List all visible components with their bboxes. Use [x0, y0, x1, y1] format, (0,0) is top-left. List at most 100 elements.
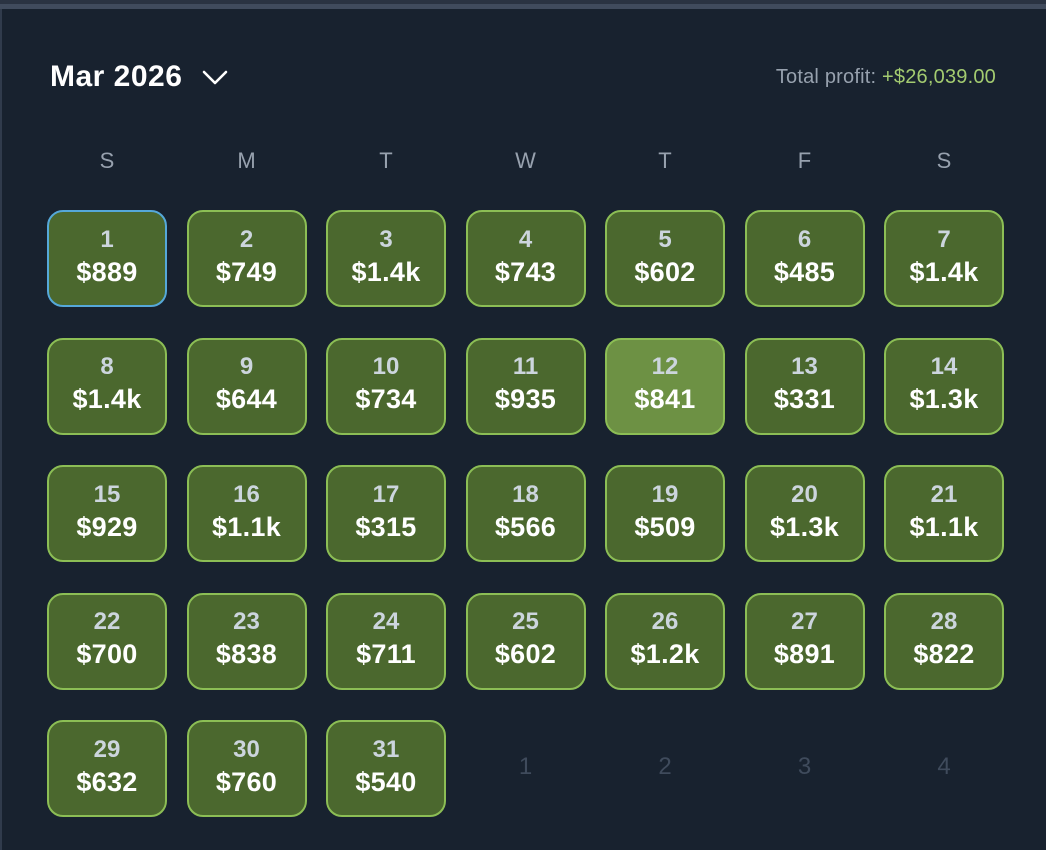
day-number: 1: [518, 752, 533, 780]
day-number: 8: [100, 353, 114, 380]
day-number: 16: [233, 480, 260, 508]
day-profit-value: $1.3k: [909, 384, 979, 414]
day-profit-value: $935: [494, 384, 557, 414]
day-cell[interactable]: 6 $485: [744, 210, 865, 307]
total-profit: Total profit: +$26,039.00: [776, 66, 996, 89]
day-profit-value: $711: [356, 639, 416, 669]
day-profit-value: $1.2k: [630, 639, 700, 669]
day-profit-value: $1.3k: [769, 511, 840, 542]
day-cell[interactable]: 23 $838: [186, 592, 307, 690]
day-profit-value: $760: [215, 766, 278, 797]
day-cell[interactable]: 16 $1.1k: [186, 465, 307, 562]
day-number: 9: [239, 353, 254, 380]
day-cell[interactable]: 1 $889: [47, 210, 167, 307]
day-cell[interactable]: 24 $711: [326, 592, 446, 690]
day-profit-value: $632: [76, 766, 138, 797]
day-profit-value: $1.4k: [72, 384, 142, 414]
day-number: 3: [379, 225, 393, 253]
day-cell[interactable]: 19 $509: [605, 465, 725, 562]
month-label: Mar 2026: [50, 60, 183, 93]
day-profit-value: $1.1k: [909, 511, 979, 542]
day-number: 14: [930, 353, 958, 380]
day-profit-value: $331: [773, 384, 836, 414]
weekday-label: T: [658, 148, 672, 173]
chevron-down-icon: [203, 70, 228, 84]
day-profit-value: $929: [76, 511, 138, 542]
day-cell[interactable]: 10 $734: [326, 337, 446, 435]
day-number: 24: [372, 608, 400, 635]
day-profit-value: $509: [634, 511, 696, 542]
weekday-label: W: [515, 148, 536, 173]
day-profit-value: $749: [215, 256, 278, 287]
day-cell[interactable]: 15 $929: [47, 465, 167, 562]
day-profit-value: $315: [355, 511, 417, 542]
day-cell[interactable]: 13 $331: [744, 337, 865, 435]
day-cell[interactable]: 9 $644: [186, 337, 307, 435]
day-cell[interactable]: 8 $1.4k: [47, 337, 167, 435]
day-cell[interactable]: 25 $602: [465, 592, 586, 690]
day-cell[interactable]: 4 $743: [465, 210, 586, 307]
day-profit-value: $734: [355, 384, 417, 414]
day-cell[interactable]: 30 $760: [186, 720, 307, 817]
calendar-grid: 1 $889 2 $749 3 $1.4k 4 $743 5 $602 6 $4…: [47, 210, 1046, 817]
weekday-label: S: [99, 148, 115, 173]
day-cell[interactable]: 2 $749: [186, 210, 307, 307]
day-profit-value: $1.1k: [211, 511, 282, 542]
day-number: 17: [372, 480, 400, 508]
day-cell[interactable]: 3 $1.4k: [326, 210, 446, 307]
day-profit-value: $891: [773, 639, 836, 669]
day-profit-value: $1.4k: [351, 256, 421, 287]
day-number: 4: [937, 752, 951, 780]
day-profit-value: $822: [913, 639, 975, 669]
weekday-label: T: [379, 148, 393, 173]
day-cell[interactable]: 31 $540: [326, 720, 446, 817]
calendar-header: Mar 2026 Total profit: +$26,039.00: [0, 58, 1046, 96]
day-number: 2: [658, 752, 672, 780]
weekday-label: S: [936, 148, 952, 173]
total-profit-label: Total profit:: [775, 65, 883, 88]
next-month-day-cell: 3: [745, 720, 865, 817]
day-profit-value: $566: [494, 511, 557, 542]
day-number: 19: [651, 480, 679, 508]
day-number: 29: [93, 735, 121, 763]
day-number: 20: [791, 480, 818, 508]
day-cell[interactable]: 7 $1.4k: [884, 210, 1004, 307]
day-profit-value: $838: [215, 639, 278, 669]
day-number: 5: [658, 225, 672, 253]
next-month-day-cell: 1: [466, 720, 586, 817]
day-cell[interactable]: 18 $566: [465, 465, 586, 562]
day-cell[interactable]: 26 $1.2k: [605, 592, 725, 690]
window-top-strip: [0, 0, 1046, 9]
day-number: 1: [100, 225, 114, 253]
day-cell[interactable]: 21 $1.1k: [884, 465, 1004, 562]
day-number: 13: [791, 353, 818, 380]
day-number: 15: [93, 480, 121, 508]
day-cell[interactable]: 14 $1.3k: [884, 337, 1004, 435]
day-profit-value: $1.4k: [909, 256, 979, 287]
day-profit-value: $602: [634, 256, 696, 287]
day-number: 26: [651, 608, 679, 635]
day-number: 23: [233, 608, 260, 635]
day-number: 11: [512, 353, 539, 380]
day-cell[interactable]: 12 $841: [605, 337, 725, 435]
day-number: 10: [372, 353, 400, 380]
day-cell[interactable]: 17 $315: [326, 465, 446, 562]
day-number: 31: [372, 735, 400, 763]
day-number: 27: [791, 608, 818, 635]
day-cell[interactable]: 20 $1.3k: [744, 465, 865, 562]
day-cell[interactable]: 5 $602: [605, 210, 725, 307]
day-profit-value: $889: [76, 256, 138, 287]
month-selector[interactable]: Mar 2026: [50, 58, 228, 96]
day-profit-value: $602: [494, 639, 557, 669]
day-cell[interactable]: 11 $935: [465, 337, 586, 435]
next-month-day-cell: 2: [605, 720, 725, 817]
day-cell[interactable]: 29 $632: [47, 720, 167, 817]
day-cell[interactable]: 27 $891: [744, 592, 865, 690]
day-number: 25: [512, 608, 539, 635]
day-cell[interactable]: 28 $822: [884, 592, 1004, 690]
day-profit-value: $841: [634, 384, 696, 414]
day-number: 30: [233, 735, 260, 763]
day-number: 7: [937, 225, 951, 253]
day-profit-value: $485: [773, 256, 836, 287]
day-cell[interactable]: 22 $700: [47, 592, 167, 690]
